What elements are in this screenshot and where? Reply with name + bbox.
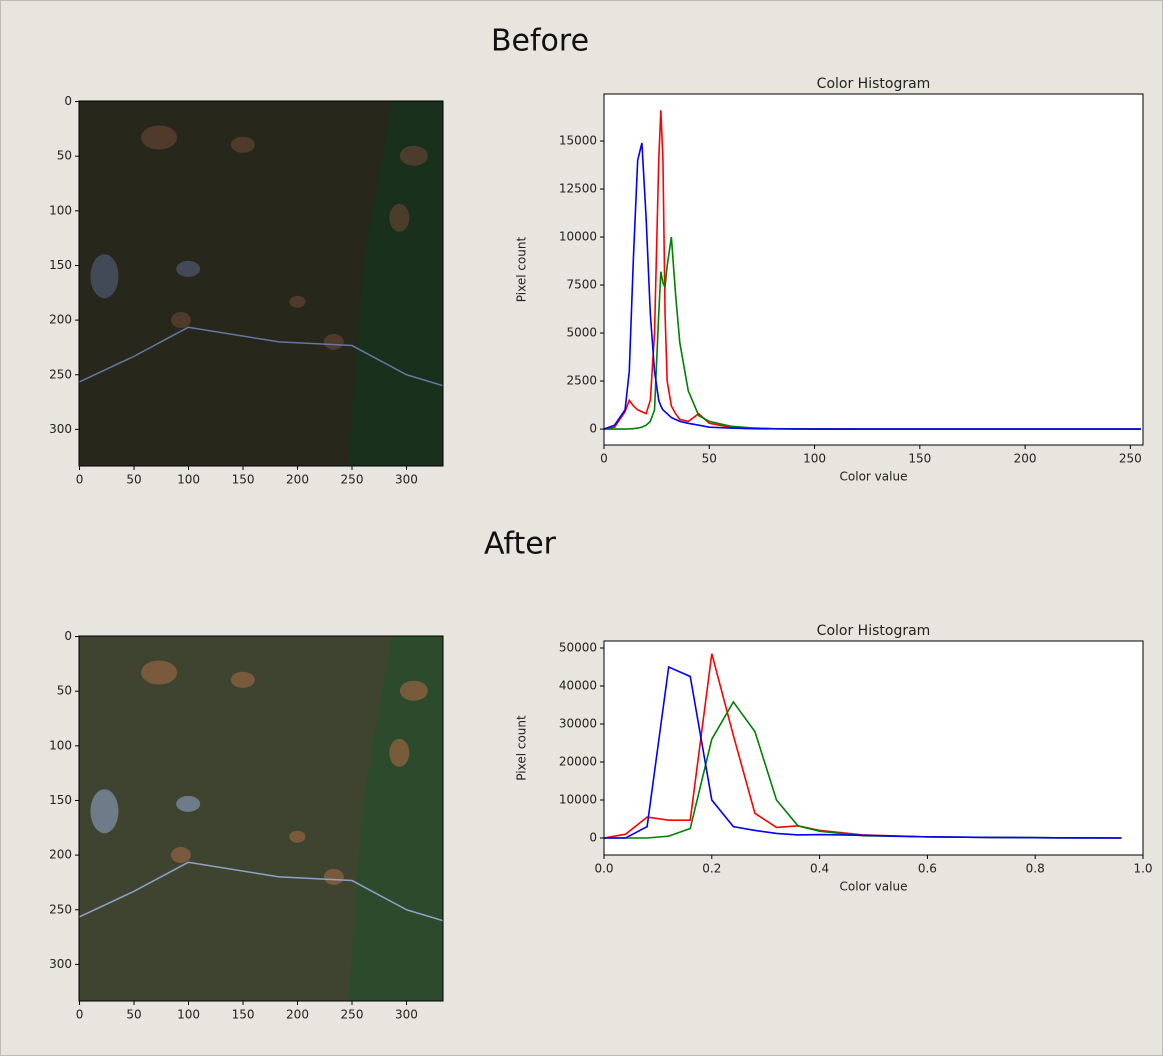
terrain-patch [230,671,255,688]
y-axis-label: Pixel count [515,236,529,302]
y-tick-label: 10000 [559,230,597,244]
terrain-patch [176,795,201,812]
y-tick-label: 0 [589,831,597,845]
forest-region [348,101,443,466]
x-tick-label: 50 [126,473,141,487]
satellite-image [79,101,443,466]
x-tick-label: 0.2 [702,862,721,876]
x-axis-label: Color value [840,880,908,894]
x-tick-label: 200 [286,473,309,487]
y-tick-label: 300 [49,957,72,971]
terrain-patch [389,738,410,767]
terrain-patch [289,295,306,308]
series-line [603,142,1141,430]
y-tick-label: 200 [49,313,72,327]
image-content [79,101,443,466]
y-tick-label: 250 [49,367,72,381]
x-tick-label: 100 [803,452,826,466]
forest-region [348,636,443,1001]
y-tick-label: 150 [49,793,72,807]
x-tick-label: 250 [341,473,364,487]
x-tick-label: 0.6 [918,862,937,876]
x-tick-label: 150 [908,452,931,466]
y-tick-label: 300 [49,422,72,436]
x-tick-label: 150 [232,1008,255,1022]
x-tick-label: 150 [232,473,255,487]
x-tick-label: 0.4 [810,862,829,876]
x-tick-label: 250 [341,1008,364,1022]
y-tick-label: 20000 [559,755,597,769]
x-tick-label: 100 [177,1008,200,1022]
terrain-patch [141,125,178,150]
terrain-patch [170,312,191,328]
terrain-patch [399,145,428,166]
x-tick-label: 200 [1014,452,1037,466]
section-heading: After [484,527,557,562]
x-axis-label: Color value [840,470,908,484]
section-heading: Before [491,24,589,59]
terrain-patch [90,254,119,299]
x-tick-label: 1.0 [1133,862,1152,876]
y-tick-label: 250 [49,902,72,916]
axes-frame [78,100,444,467]
x-tick-label: 0 [76,473,84,487]
y-tick-label: 100 [49,203,72,217]
terrain-patch [323,868,344,885]
image-content [79,636,443,1001]
y-tick-label: 50 [57,149,72,163]
y-tick-label: 0 [64,629,72,643]
y-tick-label: 150 [49,258,72,272]
y-tick-label: 0 [64,94,72,108]
y-tick-label: 40000 [559,678,597,692]
terrain-patch [323,333,344,350]
x-tick-label: 0.8 [1026,862,1045,876]
plot-area [604,94,1143,445]
y-tick-label: 5000 [566,326,597,340]
plot-area [604,641,1143,855]
x-tick-label: 300 [395,1008,418,1022]
terrain-patch [90,789,119,834]
x-tick-label: 0.0 [594,862,613,876]
y-tick-label: 12500 [559,182,597,196]
terrain-patch [289,830,306,843]
y-tick-label: 50 [57,684,72,698]
terrain-patch [389,203,410,232]
y-tick-label: 30000 [559,717,597,731]
y-axis-label: Pixel count [515,715,529,781]
chart-title: Color Histogram [817,623,931,639]
terrain-patch [141,660,178,685]
axes-frame [603,93,1144,446]
axes-frame [603,640,1144,856]
y-tick-label: 10000 [559,793,597,807]
y-tick-label: 7500 [566,278,597,292]
y-tick-label: 50000 [559,640,597,654]
y-tick-label: 200 [49,848,72,862]
x-tick-label: 250 [1119,452,1142,466]
x-tick-label: 200 [286,1008,309,1022]
x-tick-label: 300 [395,473,418,487]
terrain-patch [176,260,201,277]
x-tick-label: 100 [177,473,200,487]
road [79,326,443,387]
y-tick-label: 15000 [559,134,597,148]
y-tick-label: 100 [49,738,72,752]
y-tick-label: 2500 [566,374,597,388]
x-tick-label: 50 [702,452,717,466]
terrain-patch [399,680,428,701]
satellite-image [79,636,443,1001]
axes-frame [78,635,444,1002]
x-tick-label: 0 [600,452,608,466]
terrain-patch [230,136,255,153]
series-line [604,665,1122,839]
chart-title: Color Histogram [817,76,931,92]
x-tick-label: 0 [76,1008,84,1022]
road [79,861,443,922]
terrain-patch [170,847,191,863]
x-tick-label: 50 [126,1008,141,1022]
y-tick-label: 0 [589,422,597,436]
